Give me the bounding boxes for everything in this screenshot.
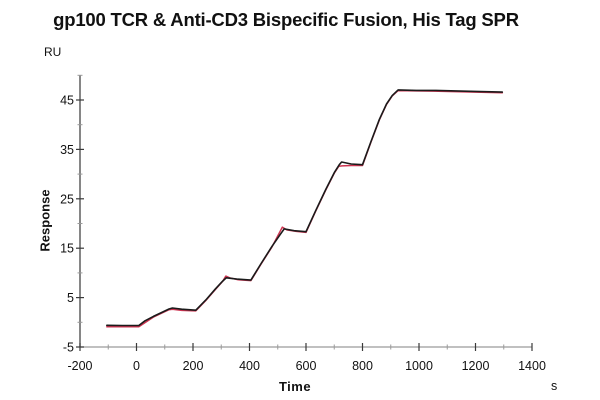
y-tick-label: 35 xyxy=(60,143,74,157)
y-axis-unit-label: RU xyxy=(44,45,62,59)
x-tick-label: 1200 xyxy=(462,359,490,373)
y-tick-label: -5 xyxy=(63,341,74,355)
y-tick-label: 25 xyxy=(60,192,74,206)
y-tick-label: 15 xyxy=(60,242,74,256)
x-axis-unit-label: s xyxy=(551,379,558,393)
x-axis-title: Time xyxy=(278,379,312,394)
kinetic-fit-curve xyxy=(106,89,504,328)
y-tick-label: 5 xyxy=(67,291,74,305)
x-tick-label: 400 xyxy=(239,359,260,373)
x-tick-label: 1400 xyxy=(518,359,546,373)
y-tick-label: 45 xyxy=(60,94,74,108)
x-tick-label: 0 xyxy=(133,359,140,373)
x-tick-label: 600 xyxy=(296,359,317,373)
x-tick-label: -200 xyxy=(67,359,92,373)
chart-title: gp100 TCR & Anti-CD3 Bispecific Fusion, … xyxy=(53,9,519,30)
sensorgram-curve xyxy=(106,89,504,327)
x-tick-label: 800 xyxy=(352,359,373,373)
x-tick-label: 1000 xyxy=(405,359,433,373)
x-tick-label: 200 xyxy=(183,359,204,373)
